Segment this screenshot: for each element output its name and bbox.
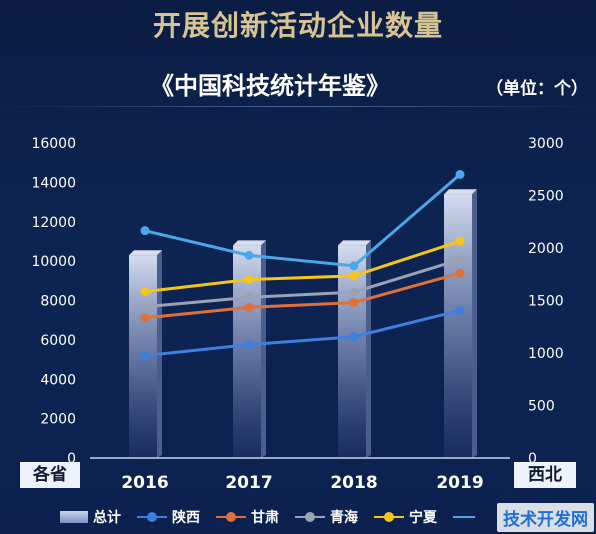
left-tick-label: 4000 (40, 372, 76, 388)
right-tick-label: 1000 (528, 346, 564, 362)
right-tick-label: 3000 (528, 136, 564, 152)
data-point (140, 302, 150, 312)
line-series-4 (140, 236, 465, 297)
legend-bar-swatch (60, 511, 88, 523)
unit-label: （单位：个） (486, 79, 588, 99)
legend-item: 宁夏 (374, 507, 437, 527)
legend-label: 总计 (93, 510, 121, 526)
bar-2017 (233, 240, 266, 458)
data-point (244, 340, 254, 350)
left-tick-label: 16000 (31, 136, 76, 152)
data-point (244, 292, 254, 302)
line-series-2 (140, 268, 465, 323)
left-tick-label: 2000 (40, 412, 76, 428)
data-point (349, 287, 359, 297)
series-line (144, 173, 461, 268)
data-point (140, 351, 150, 361)
chart-legend: 总计 陕西 甘肃 青海 宁夏 (60, 506, 475, 528)
right-tick-label: 2000 (528, 241, 564, 257)
legend-line-swatch (295, 512, 325, 522)
header-divider (0, 106, 596, 107)
data-point (455, 170, 465, 179)
data-point (244, 302, 254, 312)
data-point (244, 250, 254, 260)
x-axis-labels: 2016 2017 2018 2019 (121, 473, 483, 493)
legend-item: 总计 (60, 507, 121, 527)
right-tick-label: 1500 (528, 294, 564, 310)
legend-label: 宁夏 (409, 510, 437, 526)
bar-series-total (129, 189, 477, 458)
data-point (455, 305, 465, 315)
data-point (455, 236, 465, 246)
legend-line-swatch (216, 512, 246, 522)
line-series-3 (140, 255, 465, 312)
legend-label: 陕西 (172, 510, 200, 526)
line-series-1 (140, 305, 465, 361)
data-point (455, 268, 465, 278)
chart-subtitle: 《中国科技统计年鉴》 (150, 72, 390, 100)
data-point (349, 298, 359, 308)
data-point (349, 271, 359, 281)
left-axis-ticks: 0 2000 4000 6000 8000 10000 12000 14000 16000 (31, 136, 76, 467)
chart-title: 开展创新活动企业数量 (152, 9, 443, 42)
data-point (140, 313, 150, 323)
series-line (144, 271, 461, 320)
x-tick-label: 2016 (121, 473, 168, 493)
data-point (349, 332, 359, 342)
left-tick-label: 6000 (40, 333, 76, 349)
left-tick-label: 0 (67, 451, 76, 467)
legend-label: 青海 (330, 510, 358, 526)
legend-item: 甘肃 (216, 507, 279, 527)
legend-item: 青海 (295, 507, 358, 527)
legend-line-swatch (453, 516, 475, 518)
line-series-group (140, 170, 465, 361)
data-point (455, 255, 465, 265)
left-tick-label: 10000 (31, 254, 76, 270)
line-series-5 (140, 170, 465, 271)
left-tick-label: 14000 (31, 175, 76, 191)
series-line (144, 309, 461, 358)
legend-line-swatch (137, 512, 167, 522)
right-tick-label: 0 (528, 451, 537, 467)
right-axis-corner-label: 西北 (514, 462, 576, 488)
legend-item (453, 516, 475, 518)
data-point (244, 275, 254, 284)
bar-2018 (338, 240, 371, 458)
left-tick-label: 12000 (31, 215, 76, 231)
left-tick-label: 8000 (40, 294, 76, 310)
right-axis-ticks: 0 500 1000 1500 2000 2500 3000 (528, 136, 564, 467)
data-point (140, 226, 150, 236)
x-tick-label: 2017 (225, 473, 272, 493)
legend-label: 甘肃 (251, 510, 279, 526)
series-line (144, 258, 461, 309)
x-tick-label: 2019 (436, 473, 483, 493)
x-tick-label: 2018 (330, 473, 377, 493)
data-point (349, 261, 359, 271)
data-point (140, 287, 150, 297)
legend-item: 陕西 (137, 507, 200, 527)
left-axis-corner-label: 各省 (20, 462, 80, 488)
bar-2019 (444, 189, 477, 458)
legend-line-swatch (374, 512, 404, 522)
right-tick-label: 500 (528, 399, 555, 415)
watermark-logo: 技术开发网 (497, 503, 594, 532)
right-tick-label: 2500 (528, 189, 564, 205)
series-line (144, 239, 461, 294)
